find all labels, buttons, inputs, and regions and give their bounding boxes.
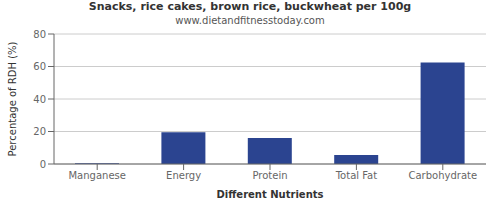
svg-text:60: 60 bbox=[33, 61, 46, 72]
svg-text:Energy: Energy bbox=[166, 170, 201, 181]
svg-text:Total Fat: Total Fat bbox=[335, 170, 377, 181]
svg-text:Percentage of RDH (%): Percentage of RDH (%) bbox=[8, 41, 18, 156]
svg-text:Protein: Protein bbox=[252, 170, 287, 181]
svg-text:80: 80 bbox=[33, 29, 46, 40]
html-text:Snacks, rice cakes, brown rice: Snacks, rice cakes, brown rice, buckwhea… bbox=[88, 0, 412, 13]
html-text:www.dietandfitnesstoday.com: www.dietandfitnesstoday.com bbox=[175, 15, 325, 26]
svg-text:Manganese: Manganese bbox=[68, 170, 125, 181]
svg-text:Different Nutrients: Different Nutrients bbox=[217, 189, 324, 200]
svg-text:20: 20 bbox=[33, 126, 46, 137]
svg-text:0: 0 bbox=[40, 159, 46, 170]
svg-text:40: 40 bbox=[33, 94, 46, 105]
svg-text:Carbohydrate: Carbohydrate bbox=[408, 170, 477, 181]
